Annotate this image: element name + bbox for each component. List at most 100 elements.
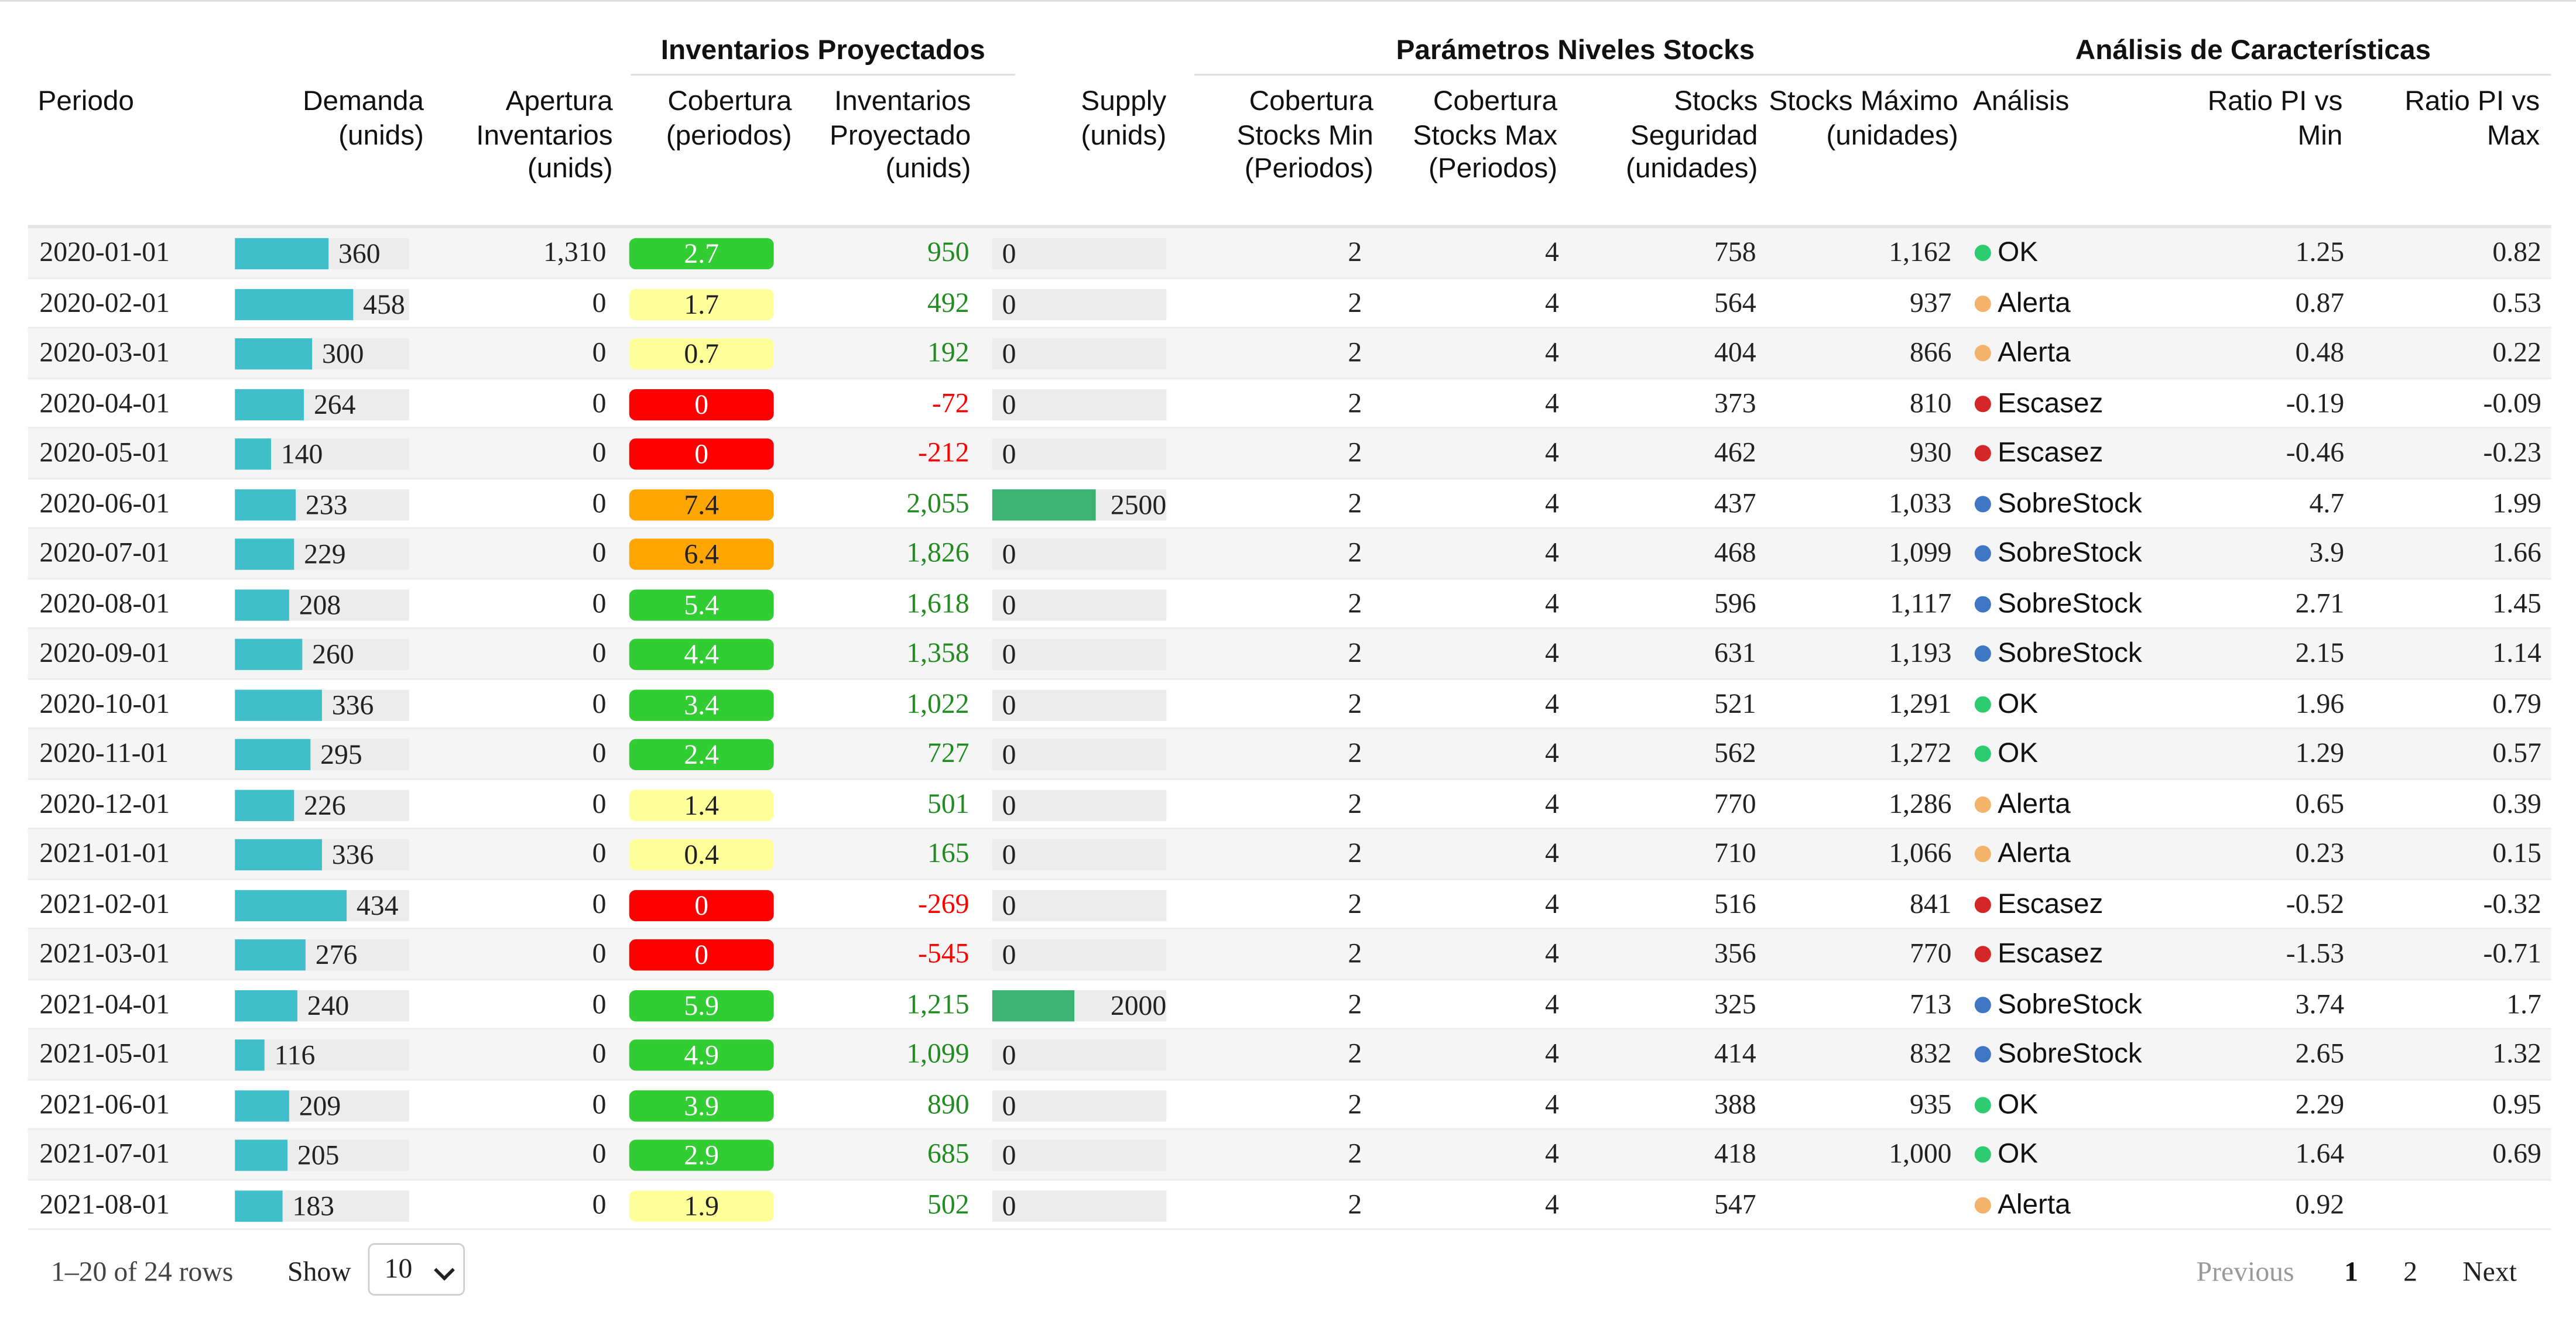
cobertura-badge: 0.7	[629, 338, 774, 370]
group-header-divider	[1194, 74, 1957, 76]
cell-ratio-max: -0.09	[2483, 386, 2541, 418]
status-dot-icon	[1974, 946, 1991, 963]
supply-value: 0	[1002, 1189, 1016, 1221]
cell-ratio-max: 1.32	[2492, 1038, 2541, 1069]
supply-value: 0	[1002, 839, 1016, 871]
supply-bar-track: 0	[992, 338, 1167, 370]
cell-inventario: -212	[918, 437, 970, 468]
cobertura-badge: 0	[629, 438, 774, 470]
cell-ratio-max: 0.95	[2492, 1087, 2541, 1120]
table-row: 2020-10-01 336 0 3.4 1,022 0 2 4 521 1,291 OK 1.96 0…	[28, 679, 2551, 729]
analisis-label: Alerta	[1998, 337, 2071, 368]
demanda-value: 140	[280, 438, 323, 470]
demanda-bar-track: 233	[235, 488, 409, 520]
table-row: 2020-11-01 295 0 2.4 727 0 2 4 562 1,272 OK 1.29 0.5…	[28, 729, 2551, 780]
analisis-label: OK	[1998, 236, 2039, 268]
demanda-bar	[235, 238, 329, 270]
column-header-stocks-seguridad[interactable]: Stocks Seguridad (unidades)	[1626, 85, 1758, 184]
cobertura-badge: 1.7	[629, 288, 774, 320]
column-header-ratio-min[interactable]: Ratio PI vs Min	[2207, 85, 2343, 150]
supply-bar-track: 0	[992, 588, 1167, 620]
column-header-analisis[interactable]: Análisis	[1973, 85, 2070, 117]
cobertura-badge: 3.4	[629, 689, 774, 720]
column-header-cobertura[interactable]: Cobertura (periodos)	[666, 85, 792, 150]
cell-stocks-seguridad: 437	[1714, 486, 1756, 519]
cell-ratio-min: 2.15	[2295, 637, 2345, 669]
demanda-bar-track: 434	[235, 889, 409, 921]
column-header-supply[interactable]: Supply (unids)	[1081, 85, 1167, 150]
page-size-select[interactable]: 10	[368, 1243, 465, 1296]
cell-ratio-max: 1.14	[2492, 637, 2541, 669]
analisis-label: OK	[1998, 737, 2039, 769]
cell-periodo: 2020-03-01	[39, 337, 170, 368]
cobertura-badge: 7.4	[629, 488, 774, 520]
demanda-bar-track: 229	[235, 538, 409, 570]
table-row: 2020-08-01 208 0 5.4 1,618 0 2 4 596 1,117 SobreSt…	[28, 579, 2551, 629]
cell-cobertura-min: 2	[1348, 386, 1362, 418]
cobertura-badge: 3.9	[629, 1089, 774, 1121]
demanda-bar-track: 276	[235, 939, 409, 971]
cell-apertura: 0	[592, 1087, 607, 1120]
demanda-value: 260	[312, 638, 354, 670]
column-header-demanda[interactable]: Demanda (unids)	[303, 85, 424, 150]
analisis-label: SobreStock	[1998, 587, 2142, 619]
status-dot-icon	[1974, 345, 1991, 362]
cell-inventario: 890	[927, 1087, 970, 1120]
status-dot-icon	[1974, 445, 1991, 462]
cell-inventario: 1,358	[906, 637, 970, 669]
cell-ratio-min: 1.64	[2295, 1138, 2345, 1169]
column-header-inventarios[interactable]: Inventarios Proyectado (unids)	[830, 85, 971, 184]
cell-ratio-min: -0.52	[2286, 887, 2345, 919]
column-header-cobertura-min[interactable]: Cobertura Stocks Min (Periodos)	[1236, 85, 1373, 184]
analisis-label: SobreStock	[1998, 637, 2142, 669]
cell-inventario: 950	[927, 236, 970, 268]
demanda-bar	[235, 338, 313, 370]
analisis-label: Escasez	[1998, 437, 2104, 468]
supply-value: 0	[1002, 789, 1016, 821]
cell-ratio-max: 0.39	[2492, 787, 2541, 819]
analisis-label: Alerta	[1998, 286, 2071, 318]
column-header-cobertura-max[interactable]: Cobertura Stocks Max (Periodos)	[1413, 85, 1558, 184]
previous-button[interactable]: Previous	[2196, 1256, 2294, 1288]
cell-ratio-min: -0.46	[2286, 437, 2345, 468]
cell-apertura: 0	[592, 337, 607, 368]
supply-value: 0	[1002, 689, 1016, 720]
cell-periodo: 2021-02-01	[39, 887, 170, 919]
cell-inventario: 502	[927, 1188, 970, 1220]
page-button-2[interactable]: 2	[2403, 1256, 2418, 1288]
demanda-value: 276	[315, 939, 358, 971]
column-header-stocks-maximo[interactable]: Stocks Máximo (unidades)	[1769, 85, 1958, 150]
demanda-bar	[235, 638, 303, 670]
demanda-value: 209	[299, 1089, 341, 1121]
status-dot-icon	[1974, 795, 1991, 812]
cell-apertura: 0	[592, 386, 607, 418]
demanda-bar	[235, 1089, 289, 1121]
table-row: 2020-06-01 233 0 7.4 2,055 2500 2 4 437 1,033 Sobr…	[28, 479, 2551, 529]
demanda-value: 300	[321, 338, 364, 370]
supply-value: 2000	[1110, 989, 1167, 1021]
cell-ratio-min: 1.96	[2295, 687, 2345, 719]
demanda-bar	[235, 939, 306, 971]
cell-stocks-seguridad: 596	[1714, 587, 1756, 619]
cell-stocks-seguridad: 356	[1714, 938, 1756, 969]
cell-cobertura-min: 2	[1348, 787, 1362, 819]
page-button-1[interactable]: 1	[2344, 1256, 2359, 1288]
cell-inventario: 1,618	[906, 587, 970, 619]
cell-ratio-max: 0.15	[2492, 837, 2541, 869]
supply-bar-track: 2000	[992, 989, 1167, 1021]
cell-apertura: 0	[592, 1038, 607, 1069]
cell-periodo: 2021-01-01	[39, 837, 170, 869]
column-header-periodo[interactable]: Periodo	[37, 85, 134, 117]
cell-ratio-min: 2.71	[2295, 587, 2345, 619]
cell-ratio-min: 1.29	[2295, 737, 2345, 769]
column-header-apertura[interactable]: Apertura Inventarios (unids)	[476, 85, 613, 184]
cell-stocks-maximo: 1,000	[1889, 1138, 1952, 1169]
cell-cobertura-min: 2	[1348, 938, 1362, 969]
next-button[interactable]: Next	[2462, 1256, 2517, 1288]
supply-bar-track: 0	[992, 839, 1167, 871]
cell-cobertura-max: 4	[1545, 486, 1559, 519]
column-header-ratio-max[interactable]: Ratio PI vs Max	[2404, 85, 2540, 150]
analisis-label: SobreStock	[1998, 1038, 2142, 1069]
supply-bar-track: 0	[992, 939, 1167, 971]
demanda-value: 116	[274, 1039, 316, 1071]
